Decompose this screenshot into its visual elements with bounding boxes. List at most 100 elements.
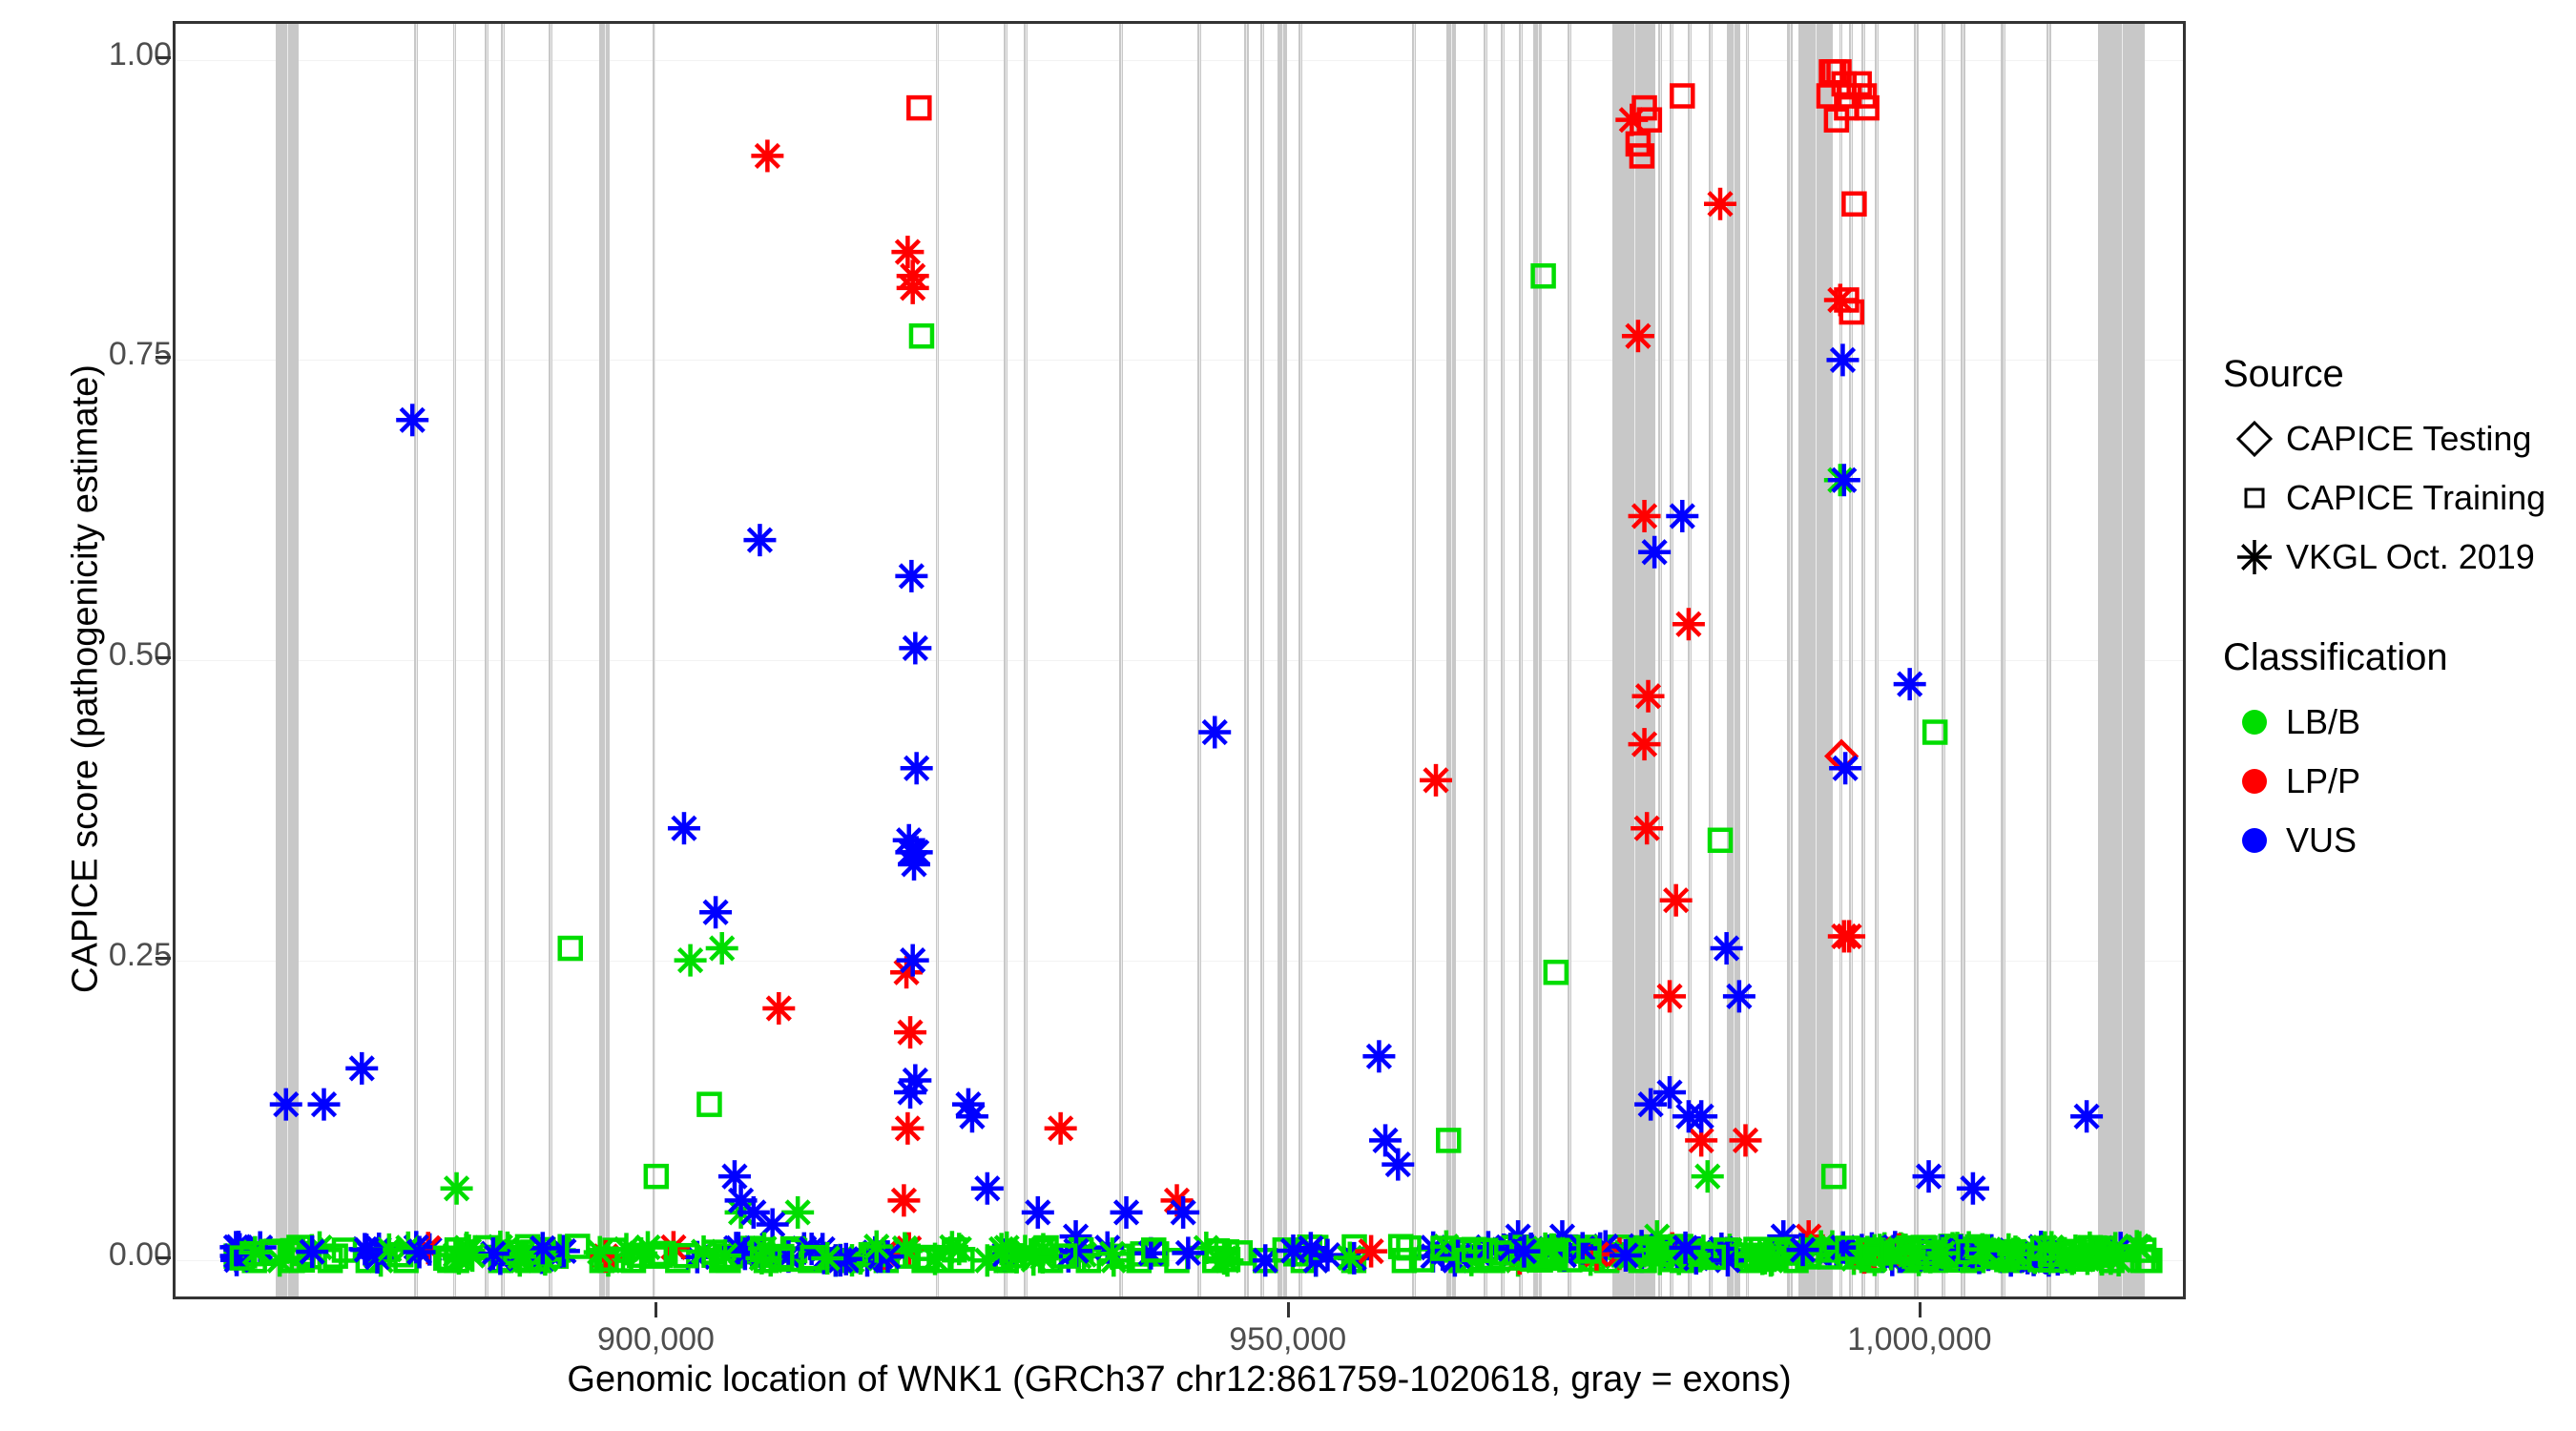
square-marker bbox=[1823, 107, 1850, 133]
square-marker bbox=[696, 1091, 722, 1117]
legend-classification-title: Classification bbox=[2223, 636, 2448, 678]
asterisk-marker bbox=[1729, 1124, 1762, 1157]
legend-key bbox=[2223, 693, 2286, 752]
legend-key bbox=[2223, 468, 2286, 528]
asterisk-marker bbox=[970, 1172, 1004, 1205]
asterisk-marker bbox=[781, 1195, 815, 1229]
gridline-vertical bbox=[1851, 24, 1853, 1296]
square-marker bbox=[673, 1242, 699, 1269]
asterisk-marker-icon bbox=[2237, 540, 2272, 574]
x-tick-mark bbox=[1286, 1302, 1290, 1317]
gridline-vertical bbox=[486, 24, 488, 1296]
asterisk-marker bbox=[1167, 1195, 1200, 1229]
exon-band bbox=[2001, 24, 2006, 1296]
asterisk-marker bbox=[1628, 728, 1661, 761]
asterisk-marker bbox=[1659, 883, 1693, 917]
asterisk-marker bbox=[1208, 1242, 1241, 1275]
asterisk-marker bbox=[1653, 1076, 1687, 1110]
square-marker bbox=[1841, 191, 1867, 218]
asterisk-marker bbox=[1362, 1040, 1396, 1073]
asterisk-marker bbox=[1634, 1088, 1668, 1121]
legend-key bbox=[2223, 409, 2286, 468]
y-tick-mark bbox=[156, 55, 171, 59]
gridline-vertical bbox=[1299, 24, 1301, 1296]
square-marker bbox=[2076, 1244, 2103, 1271]
square-marker bbox=[1033, 1234, 1059, 1261]
y-tick-mark bbox=[156, 1256, 171, 1260]
square-marker bbox=[1859, 1237, 1884, 1263]
square-marker bbox=[1670, 83, 1695, 109]
asterisk-marker bbox=[705, 932, 738, 965]
asterisk-marker bbox=[1833, 920, 1866, 953]
gridline-vertical bbox=[287, 24, 289, 1296]
legend-spacer bbox=[2223, 587, 2566, 636]
asterisk-marker bbox=[1926, 1236, 1960, 1270]
asterisk-marker bbox=[762, 991, 796, 1025]
asterisk-marker bbox=[1965, 1233, 1999, 1266]
gridline-vertical bbox=[1521, 24, 1523, 1296]
exon-band bbox=[1484, 24, 1488, 1296]
exon-band bbox=[1243, 24, 1249, 1296]
asterisk-marker bbox=[709, 1239, 742, 1273]
exon-band bbox=[1913, 24, 1919, 1296]
gridline-vertical bbox=[1942, 24, 1944, 1296]
asterisk-marker bbox=[1044, 1111, 1077, 1145]
legend-key bbox=[2223, 811, 2286, 870]
gridline-vertical bbox=[502, 24, 504, 1296]
legend-item-vus[interactable]: VUS bbox=[2223, 811, 2566, 870]
asterisk-marker bbox=[1507, 1234, 1541, 1268]
gridline-vertical bbox=[2048, 24, 2050, 1296]
exon-band bbox=[276, 24, 299, 1296]
legend-item-lp-p[interactable]: LP/P bbox=[2223, 752, 2566, 811]
series-lp-p-capice-training bbox=[906, 59, 1880, 325]
square-marker bbox=[906, 94, 932, 121]
asterisk-marker bbox=[1669, 1231, 1702, 1264]
asterisk-marker bbox=[2070, 1100, 2104, 1133]
asterisk-marker bbox=[296, 1235, 329, 1269]
asterisk-marker bbox=[860, 1230, 893, 1263]
gridline-vertical bbox=[1537, 24, 1539, 1296]
exon-band bbox=[452, 24, 456, 1296]
x-tick-mark bbox=[1918, 1302, 1922, 1317]
square-marker bbox=[1396, 1234, 1422, 1261]
gridline-vertical bbox=[1863, 24, 1865, 1296]
asterisk-marker bbox=[1710, 932, 1743, 965]
asterisk-marker bbox=[894, 1076, 927, 1110]
legend-item-capice-testing[interactable]: CAPICE Testing bbox=[2223, 409, 2566, 468]
asterisk-marker bbox=[1021, 1195, 1054, 1229]
legend-item-lb-b[interactable]: LB/B bbox=[2223, 693, 2566, 752]
asterisk-marker bbox=[1786, 1234, 1819, 1267]
baseline-carpet bbox=[219, 1230, 2160, 1277]
legend-item-capice-training[interactable]: CAPICE Training bbox=[2223, 468, 2566, 528]
asterisk-marker bbox=[1615, 103, 1649, 136]
asterisk-marker bbox=[1691, 1160, 1724, 1193]
asterisk-marker bbox=[1722, 980, 1755, 1013]
y-tick-label: 0.00 bbox=[108, 1236, 172, 1274]
gridline-vertical bbox=[1120, 24, 1122, 1296]
exon-band bbox=[1500, 24, 1505, 1296]
square-marker bbox=[1141, 1237, 1167, 1263]
asterisk-marker bbox=[1893, 668, 1926, 701]
legend-item-vkgl-oct-2019[interactable]: VKGL Oct. 2019 bbox=[2223, 528, 2566, 587]
asterisk-marker bbox=[985, 1233, 1018, 1266]
asterisk-marker bbox=[943, 1233, 976, 1266]
asterisk-marker bbox=[1628, 499, 1661, 532]
data-points bbox=[219, 59, 2163, 1277]
asterisk-marker bbox=[674, 944, 707, 977]
square-marker bbox=[1543, 959, 1569, 985]
square-marker bbox=[229, 1245, 256, 1271]
square-marker bbox=[1854, 94, 1880, 121]
gridline-vertical bbox=[1840, 24, 1842, 1296]
legend-key bbox=[2223, 752, 2286, 811]
asterisk-marker bbox=[1631, 679, 1665, 713]
legend-source-title: Source bbox=[2223, 353, 2344, 395]
y-tick-label: 0.75 bbox=[108, 336, 172, 373]
gridline-horizontal bbox=[176, 960, 2183, 962]
legend-item-label: LB/B bbox=[2286, 702, 2361, 741]
asterisk-marker bbox=[895, 559, 928, 592]
asterisk-marker bbox=[239, 1235, 272, 1269]
asterisk-marker bbox=[1827, 464, 1860, 497]
exon-band bbox=[1278, 24, 1287, 1296]
legend: Source CAPICE Testing CAPICE Training VKGL… bbox=[2223, 353, 2566, 870]
